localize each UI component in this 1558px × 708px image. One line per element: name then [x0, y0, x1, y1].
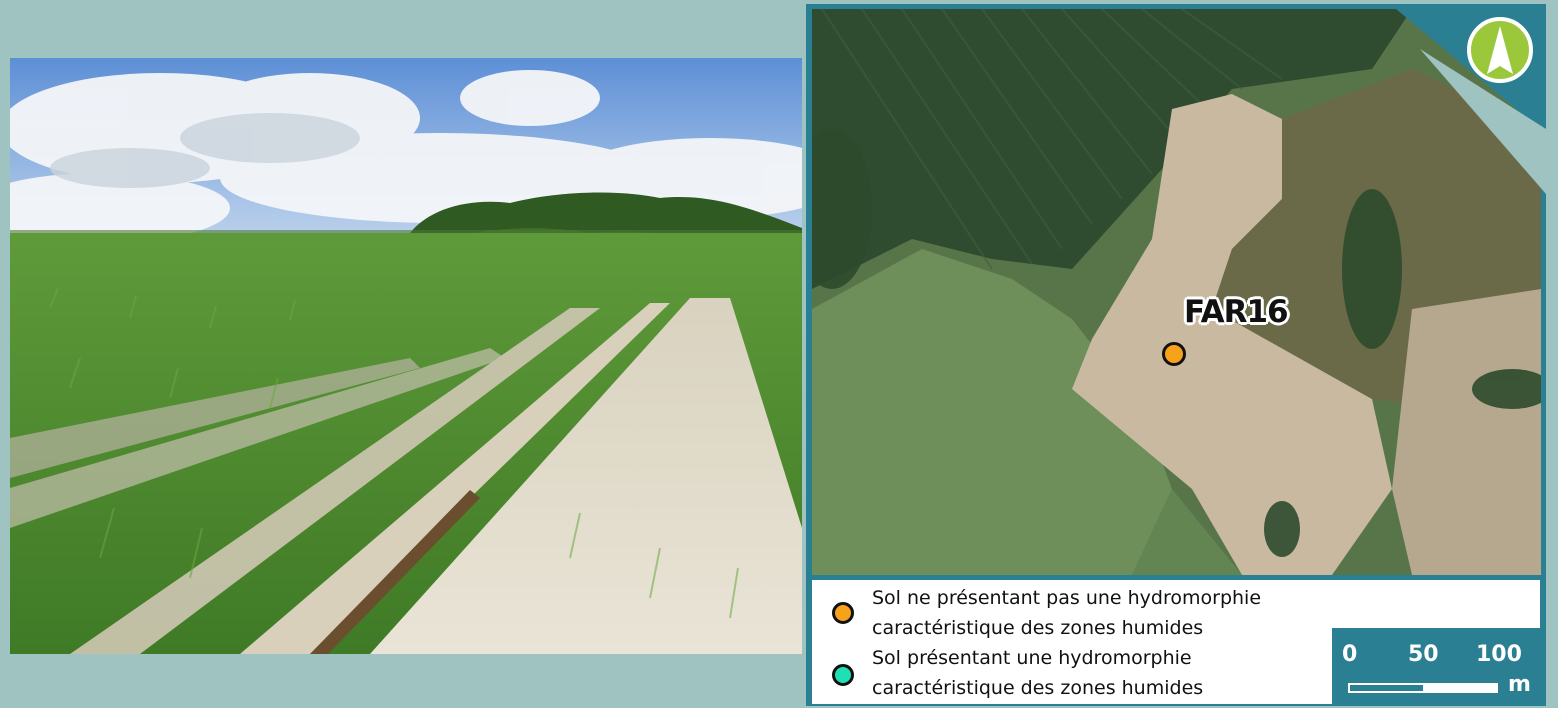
scale-bar: 0 50 100 m	[1332, 628, 1540, 706]
north-arrow-icon	[1467, 17, 1533, 83]
legend-label-line2: caractéristique des zones humides	[872, 677, 1204, 699]
legend-label-line1: Sol présentant une hydromorphie	[872, 647, 1192, 669]
turquoise-dot-icon	[832, 664, 854, 686]
sampling-point-label: FAR16	[1184, 294, 1289, 330]
scale-unit: m	[1508, 672, 1531, 697]
orange-dot-icon	[832, 602, 854, 624]
scale-bar-graphic	[1348, 683, 1498, 693]
scale-tick-0: 0	[1342, 642, 1358, 667]
legend-label-line1: Sol ne présentant pas une hydromorphie	[872, 587, 1262, 609]
north-arrow-corner	[1390, 4, 1546, 194]
field-photo	[10, 58, 802, 654]
scale-tick-50: 50	[1408, 642, 1439, 667]
scale-tick-100: 100	[1476, 642, 1522, 667]
legend-label-line2: caractéristique des zones humides	[872, 617, 1204, 639]
sampling-point-marker[interactable]	[1162, 342, 1186, 366]
aerial-map[interactable]	[812, 9, 1541, 575]
map-legend: Sol ne présentant pas une hydromorphie c…	[812, 580, 1540, 704]
